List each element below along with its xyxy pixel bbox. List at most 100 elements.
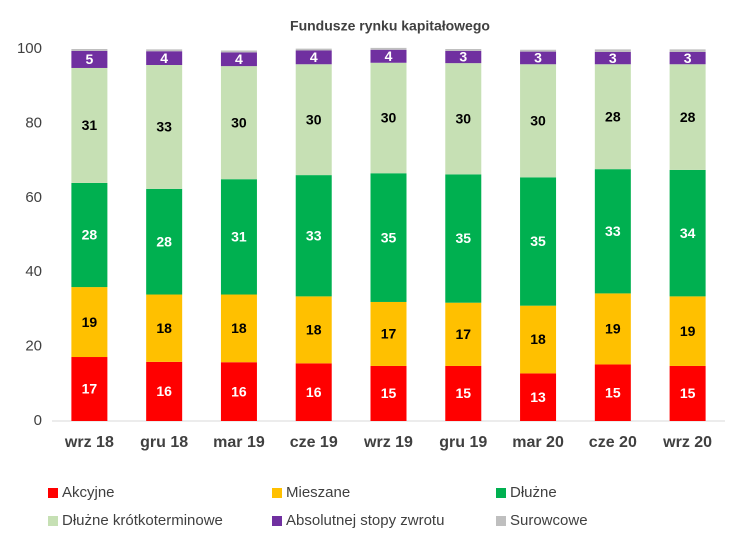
data-label: 19	[680, 323, 696, 339]
bar-segment	[146, 51, 183, 65]
chart-title: Fundusze rynku kapitałowego	[290, 18, 490, 34]
bar-segment	[520, 51, 557, 65]
legend-swatch	[48, 488, 58, 498]
data-label: 3	[609, 50, 617, 66]
data-label: 3	[459, 49, 467, 65]
bar-segment	[669, 51, 706, 65]
bar-segment	[520, 305, 557, 374]
bar-segment	[220, 50, 257, 53]
data-label: 4	[385, 48, 393, 64]
bar-segment	[146, 188, 183, 295]
bar-segment	[520, 373, 557, 421]
data-label: 3	[684, 50, 692, 66]
legend-swatch	[48, 516, 58, 526]
legend-swatch	[496, 516, 506, 526]
y-tick-label: 100	[17, 40, 42, 57]
bar-segment	[520, 177, 557, 306]
data-label: 30	[530, 112, 546, 128]
bar-segment	[71, 357, 108, 421]
data-label: 3	[534, 50, 542, 66]
data-label: 30	[381, 110, 397, 126]
legend-label: Surowcowe	[510, 512, 588, 529]
data-label: 31	[231, 229, 247, 245]
data-label: 33	[605, 223, 621, 239]
data-label: 17	[455, 326, 471, 342]
bar-segment	[220, 52, 257, 67]
bar-segment	[445, 174, 482, 303]
bar-segment	[146, 49, 183, 52]
data-label: 18	[156, 320, 172, 336]
data-label: 19	[82, 314, 98, 330]
data-label: 15	[381, 385, 397, 401]
bar-segment	[220, 66, 257, 180]
y-tick-label: 60	[25, 189, 42, 206]
data-label: 28	[605, 108, 621, 124]
x-tick-label: gru 19	[439, 434, 487, 451]
data-label: 16	[156, 383, 172, 399]
data-label: 28	[82, 227, 98, 243]
bar-segment	[295, 48, 332, 51]
bar-segment	[669, 169, 706, 297]
x-tick-label: mar 19	[213, 434, 265, 451]
data-label: 35	[455, 230, 471, 246]
bar-segment	[669, 64, 706, 170]
bar-segment	[445, 302, 482, 366]
data-label: 15	[680, 385, 696, 401]
bar-segment	[370, 49, 407, 63]
legend-swatch	[272, 488, 282, 498]
x-tick-label: mar 20	[512, 434, 564, 451]
x-tick-label: cze 19	[290, 434, 338, 451]
data-label: 13	[530, 389, 546, 405]
x-tick-label: wrz 20	[662, 434, 712, 451]
data-label: 34	[680, 225, 696, 241]
bar-segment	[594, 51, 631, 65]
bar-segment	[370, 365, 407, 421]
bar-segment	[220, 294, 257, 363]
bar-segment	[71, 49, 108, 51]
legend-swatch	[272, 516, 282, 526]
bar-segment	[594, 169, 631, 294]
legend-swatch	[496, 488, 506, 498]
y-tick-label: 20	[25, 338, 42, 355]
legend-label: Absolutnej stopy zwrotu	[286, 512, 444, 529]
data-label: 4	[310, 49, 318, 65]
bar-segment	[445, 49, 482, 51]
bar-segment	[445, 50, 482, 64]
y-tick-label: 0	[34, 412, 42, 429]
bar-segment	[669, 365, 706, 421]
bar-segment	[71, 182, 108, 288]
bar-segment	[220, 362, 257, 421]
data-label: 30	[231, 114, 247, 130]
data-label: 16	[231, 383, 247, 399]
data-label: 30	[455, 110, 471, 126]
bar-segment	[594, 364, 631, 421]
y-tick-label: 40	[25, 263, 42, 280]
bar-segment	[295, 363, 332, 421]
y-tick-label: 80	[25, 114, 42, 131]
data-label: 4	[235, 51, 243, 67]
data-label: 35	[530, 233, 546, 249]
bar-segment	[594, 49, 631, 52]
bar-segment	[445, 63, 482, 175]
bar-segment	[295, 64, 332, 176]
bar-segment	[295, 175, 332, 297]
x-tick-label: wrz 19	[363, 434, 413, 451]
data-label: 35	[381, 229, 397, 245]
data-label: 17	[381, 326, 397, 342]
bar-segment	[370, 62, 407, 174]
data-label: 17	[82, 381, 98, 397]
data-label: 31	[82, 117, 98, 133]
bar-segment	[520, 64, 557, 178]
data-label: 19	[605, 321, 621, 337]
bar-segment	[146, 361, 183, 421]
bar-segment	[146, 294, 183, 362]
data-label: 5	[85, 51, 93, 67]
data-label: 15	[455, 385, 471, 401]
bar-segment	[370, 47, 407, 50]
bar-segment	[445, 365, 482, 421]
data-label: 15	[605, 384, 621, 400]
data-label: 18	[231, 320, 247, 336]
data-label: 33	[306, 227, 322, 243]
bar-segment	[370, 173, 407, 302]
bar-segment	[669, 296, 706, 366]
